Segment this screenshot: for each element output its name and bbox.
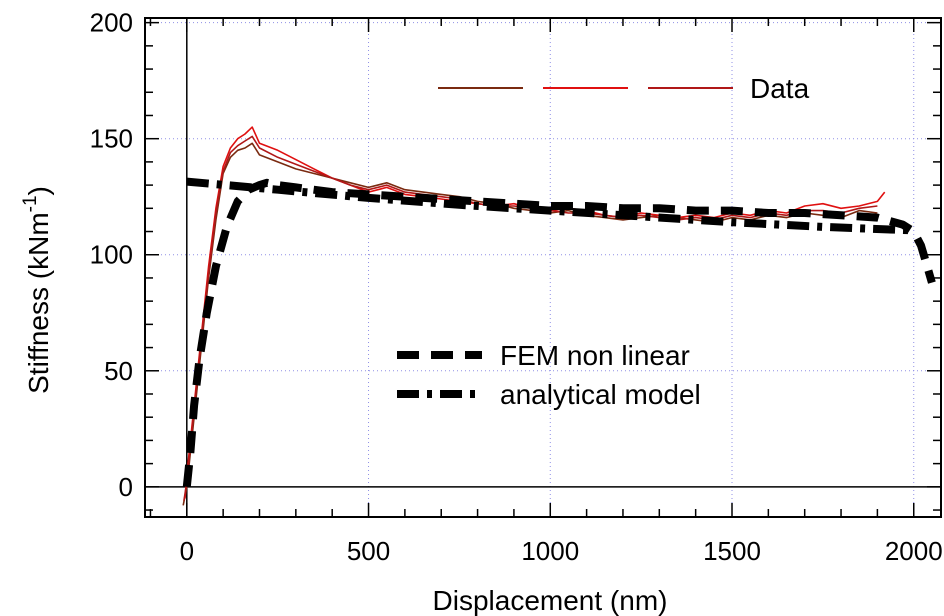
axis-ticks	[145, 18, 941, 517]
x-tick-label: 2000	[885, 536, 943, 566]
y-axis-title-close: )	[23, 186, 54, 195]
zero-lines	[145, 18, 941, 517]
legend-label-fem: FEM non linear	[500, 340, 690, 371]
series-group	[182, 126, 936, 506]
series-line-dashed	[182, 178, 936, 488]
legend-data: Data	[438, 73, 810, 104]
plot-frame	[144, 17, 942, 518]
x-tick-label: 1000	[521, 536, 579, 566]
y-tick-label: 150	[90, 124, 133, 154]
y-axis-title-main: Stiffness (kNm	[23, 212, 54, 394]
y-tick-label: 200	[90, 8, 133, 38]
legend-label-analytical: analytical model	[500, 379, 701, 410]
x-tick-label: 0	[180, 536, 194, 566]
series-line-dash-dot	[186, 177, 914, 235]
y-tick-label: 100	[90, 240, 133, 270]
y-axis-title-superscript: -1	[20, 195, 41, 212]
y-tick-label: 0	[119, 472, 133, 502]
x-axis-title: Displacement (nm)	[433, 585, 668, 616]
legend-models: FEM non linear analytical model	[397, 340, 701, 410]
y-axis-title: Stiffness (kNm-1)	[20, 186, 54, 394]
grid-lines	[145, 18, 941, 517]
y-tick-label: 50	[104, 356, 133, 386]
x-tick-label: 1500	[703, 536, 761, 566]
legend-label-data: Data	[750, 73, 810, 104]
x-tick-label: 500	[347, 536, 390, 566]
tick-labels: 0 500 1000 1500 2000 0 50 100 150 200	[90, 8, 943, 566]
